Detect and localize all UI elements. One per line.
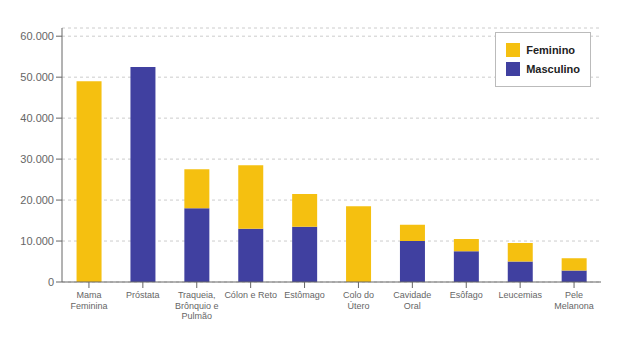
svg-text:Colo doÚtero: Colo doÚtero: [343, 290, 374, 310]
svg-text:Estômago: Estômago: [284, 290, 325, 300]
svg-text:40.000: 40.000: [20, 112, 54, 124]
svg-text:10.000: 10.000: [20, 235, 54, 247]
svg-text:Cólon e Reto: Cólon e Reto: [224, 290, 277, 300]
svg-text:30.000: 30.000: [20, 153, 54, 165]
svg-text:Esôfago: Esôfago: [450, 290, 483, 300]
svg-text:0: 0: [48, 276, 54, 288]
svg-text:50.000: 50.000: [20, 71, 54, 83]
svg-text:Próstata: Próstata: [126, 290, 160, 300]
html-text:Feminino: Feminino: [526, 44, 576, 56]
svg-text:Leucemias: Leucemias: [498, 290, 542, 300]
svg-text:Traqueia,Brônquio ePulmão: Traqueia,Brônquio ePulmão: [175, 290, 219, 321]
html-text:Masculino: Masculino: [526, 63, 580, 75]
svg-text:PeleMelanona: PeleMelanona: [554, 290, 594, 310]
svg-text:60.000: 60.000: [20, 30, 54, 42]
svg-text:MamaFeminina: MamaFeminina: [70, 290, 107, 310]
svg-text:20.000: 20.000: [20, 194, 54, 206]
svg-text:CavidadeOral: CavidadeOral: [393, 290, 431, 310]
